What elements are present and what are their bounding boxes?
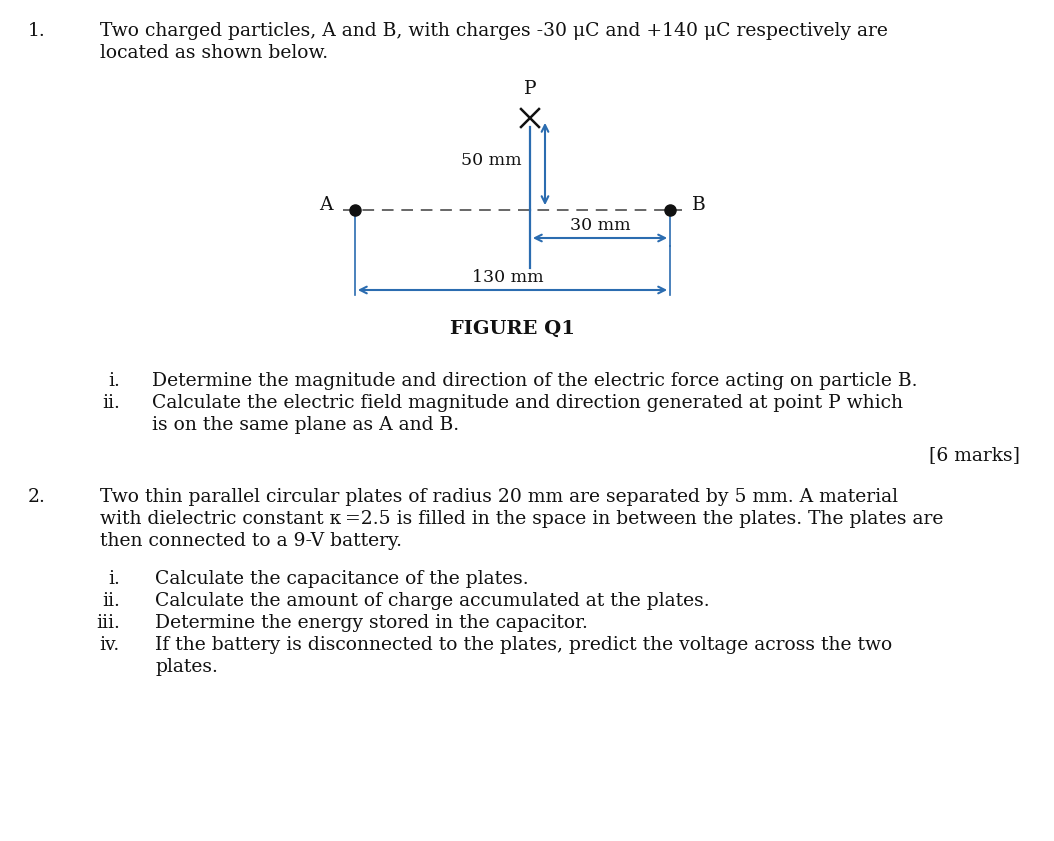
Text: plates.: plates.	[155, 658, 218, 676]
Text: Determine the magnitude and direction of the electric force acting on particle B: Determine the magnitude and direction of…	[152, 372, 917, 390]
Text: ii.: ii.	[102, 592, 120, 610]
Text: B: B	[692, 196, 706, 214]
Text: Two charged particles, A and B, with charges -30 μC and +140 μC respectively are: Two charged particles, A and B, with cha…	[100, 22, 887, 40]
Text: ii.: ii.	[102, 394, 120, 412]
Text: Determine the energy stored in the capacitor.: Determine the energy stored in the capac…	[155, 614, 588, 632]
Text: Calculate the amount of charge accumulated at the plates.: Calculate the amount of charge accumulat…	[155, 592, 709, 610]
Text: P: P	[524, 80, 536, 98]
Text: i.: i.	[109, 570, 120, 588]
Text: with dielectric constant κ =2.5 is filled in the space in between the plates. Th: with dielectric constant κ =2.5 is fille…	[100, 510, 943, 528]
Text: FIGURE Q1: FIGURE Q1	[450, 320, 575, 338]
Text: [6 marks]: [6 marks]	[929, 446, 1020, 464]
Text: iii.: iii.	[96, 614, 120, 632]
Text: Calculate the electric field magnitude and direction generated at point P which: Calculate the electric field magnitude a…	[152, 394, 903, 412]
Text: Calculate the capacitance of the plates.: Calculate the capacitance of the plates.	[155, 570, 529, 588]
Text: then connected to a 9-V battery.: then connected to a 9-V battery.	[100, 532, 402, 550]
Text: 1.: 1.	[28, 22, 45, 40]
Text: located as shown below.: located as shown below.	[100, 44, 328, 62]
Text: A: A	[319, 196, 333, 214]
Text: i.: i.	[109, 372, 120, 390]
Text: 130 mm: 130 mm	[472, 269, 543, 286]
Text: 30 mm: 30 mm	[570, 217, 630, 234]
Text: iv.: iv.	[100, 636, 120, 654]
Text: Two thin parallel circular plates of radius 20 mm are separated by 5 mm. A mater: Two thin parallel circular plates of rad…	[100, 488, 898, 506]
Text: 2.: 2.	[28, 488, 46, 506]
Text: is on the same plane as A and B.: is on the same plane as A and B.	[152, 416, 460, 434]
Text: If the battery is disconnected to the plates, predict the voltage across the two: If the battery is disconnected to the pl…	[155, 636, 893, 654]
Text: 50 mm: 50 mm	[462, 151, 522, 168]
